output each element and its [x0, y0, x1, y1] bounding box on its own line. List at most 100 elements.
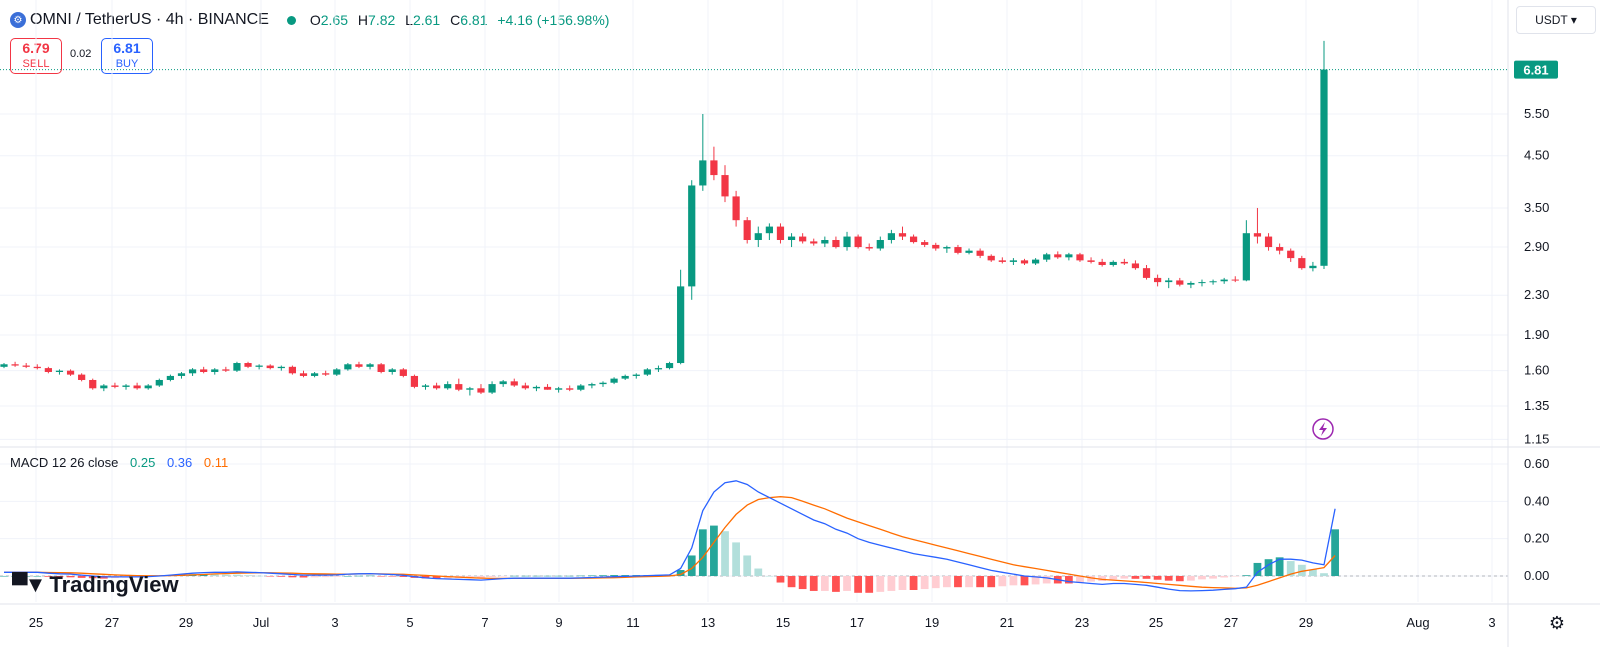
currency-label: USDT	[1535, 13, 1568, 27]
candle	[532, 385, 541, 392]
candle-body	[588, 384, 596, 386]
candle-body	[22, 365, 30, 367]
macd-histogram-bar	[942, 576, 951, 588]
macd-histogram-bar	[1175, 576, 1184, 582]
candle	[466, 386, 474, 396]
time-tick-label: 21	[1000, 615, 1014, 630]
time-tick-label: 29	[179, 615, 193, 630]
candle	[133, 382, 141, 390]
macd-histogram-bar	[1187, 576, 1195, 581]
candle	[610, 377, 618, 385]
buy-button[interactable]: 6.81 BUY	[101, 38, 153, 74]
currency-selector[interactable]: USDT ▾	[1516, 6, 1596, 34]
macd-histogram-bar	[820, 576, 829, 591]
macd-histogram-bar	[543, 575, 552, 577]
macd-histogram-bar	[898, 576, 907, 590]
macd-signal-value: 0.11	[203, 455, 229, 470]
macd-histogram-bar	[355, 575, 363, 577]
candle	[1131, 260, 1140, 270]
candle-body	[355, 364, 363, 367]
candle	[821, 236, 829, 248]
candle	[721, 165, 729, 203]
macd-histogram-bar	[687, 555, 696, 576]
candle	[166, 374, 174, 382]
candle	[921, 240, 929, 248]
macd-histogram-bar	[976, 576, 985, 588]
macd-histogram-bar	[477, 576, 485, 579]
market-status-dot[interactable]	[286, 15, 296, 25]
macd-histogram-bar	[233, 574, 241, 576]
candle	[55, 369, 64, 375]
candle-body	[89, 379, 97, 389]
macd-histogram-bar	[987, 576, 996, 588]
candle	[577, 384, 585, 392]
candle	[11, 361, 19, 367]
candle-body	[155, 379, 163, 386]
candle	[954, 244, 962, 255]
candle-body	[987, 255, 995, 261]
macd-tick-label: 0.00	[1524, 568, 1549, 583]
macd-histogram-bar	[1076, 576, 1084, 583]
candle-body	[1054, 254, 1062, 258]
price-tick-label: 1.60	[1524, 363, 1549, 378]
macd-legend[interactable]: MACD 12 26 close 0.25 0.36 0.11	[10, 455, 228, 470]
candle-body	[1076, 254, 1084, 261]
macd-histogram-bar	[576, 575, 585, 577]
macd-histogram-bar	[399, 576, 408, 577]
macd-histogram-bar	[931, 576, 940, 589]
candle-body	[654, 368, 663, 370]
candle	[665, 361, 674, 370]
macd-histogram-bar	[621, 575, 630, 576]
candle	[188, 368, 197, 376]
macd-histogram-bar	[332, 576, 341, 577]
macd-histogram-bar	[255, 575, 264, 577]
candle	[1031, 258, 1040, 266]
candle-body	[177, 373, 186, 376]
macd-histogram-bar	[1320, 573, 1328, 576]
candle-body	[710, 160, 718, 176]
macd-histogram-bar	[887, 576, 896, 591]
candle	[1298, 255, 1306, 270]
candle-body	[510, 381, 518, 386]
candle	[1198, 279, 1206, 287]
macd-histogram-bar	[588, 575, 596, 576]
candle-body	[610, 378, 618, 383]
high-label: H	[357, 12, 369, 28]
candle	[1154, 274, 1162, 287]
symbol-title[interactable]: OMNI / TetherUS · 4h · BINANCE	[30, 11, 269, 28]
candle-body	[932, 244, 940, 249]
macd-histogram-bar	[1231, 576, 1240, 577]
open-label: O	[309, 12, 321, 28]
tradingview-logo[interactable]: ▀▼ TradingView	[12, 572, 179, 598]
candle-body	[776, 226, 785, 241]
candle	[66, 369, 75, 376]
candle	[1264, 233, 1273, 251]
candle-body	[111, 385, 119, 387]
time-tick-label: 5	[406, 615, 413, 630]
candle-body	[965, 250, 973, 253]
price-tick-label: 4.50	[1524, 148, 1549, 163]
time-tick-label: 3	[331, 615, 338, 630]
macd-histogram-bar	[1164, 576, 1173, 581]
candle	[965, 248, 973, 255]
candle	[244, 361, 252, 369]
macd-histogram-value: 0.25	[130, 455, 156, 470]
candle	[943, 245, 951, 253]
candle-body	[122, 385, 130, 387]
macd-histogram-bar	[466, 576, 474, 579]
last-price-tag-bg	[1514, 60, 1558, 79]
candle-body	[998, 260, 1006, 262]
time-tick-label: Aug	[1406, 615, 1429, 630]
candle	[1231, 276, 1239, 283]
settings-gear-icon[interactable]: ⚙	[1548, 613, 1566, 633]
event-lightning-icon[interactable]	[1312, 418, 1334, 440]
candle-body	[1087, 260, 1095, 262]
omni-coin-icon: ⚙	[10, 12, 26, 28]
candle-body	[532, 386, 541, 389]
macd-histogram-bar	[920, 576, 929, 590]
candle-body	[643, 369, 651, 375]
price-tick-label: 1.15	[1524, 431, 1549, 446]
event-lightning-bolt	[1319, 422, 1327, 436]
candle-body	[266, 365, 274, 369]
